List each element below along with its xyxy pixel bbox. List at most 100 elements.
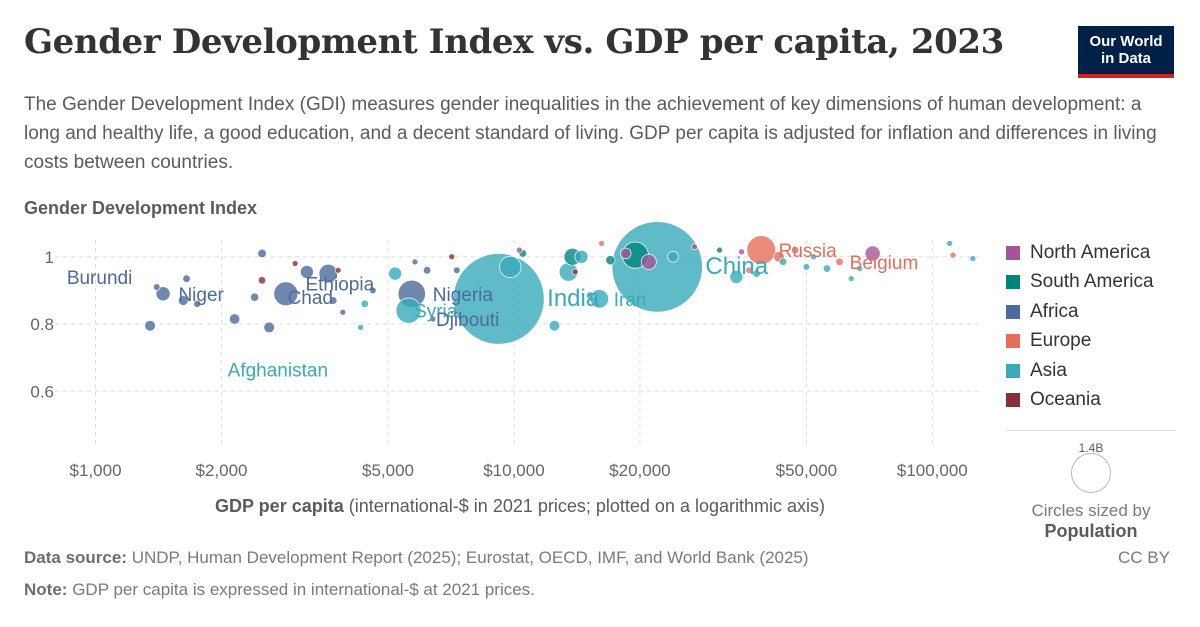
point-asia[interactable] bbox=[395, 297, 422, 324]
point-asia[interactable] bbox=[969, 255, 977, 262]
point-europe[interactable] bbox=[745, 266, 753, 274]
x-axis-title: GDP per capita (international-$ in 2021 … bbox=[0, 496, 1040, 517]
point-asia[interactable] bbox=[585, 291, 595, 300]
axis-ticks: 0.6 0.8 1 $1,000 $2,000 $5,000 $10,000 $20,000 $… bbox=[30, 248, 967, 480]
point-africa[interactable] bbox=[177, 295, 189, 306]
point-asia[interactable] bbox=[453, 253, 545, 345]
point-africa[interactable] bbox=[182, 274, 191, 283]
point-north-america[interactable] bbox=[640, 253, 657, 270]
license[interactable]: CC BY bbox=[1118, 548, 1170, 567]
point-asia[interactable] bbox=[667, 251, 679, 263]
point-africa[interactable] bbox=[299, 265, 314, 279]
point-africa[interactable] bbox=[329, 296, 338, 305]
point-europe[interactable] bbox=[790, 245, 800, 255]
point-africa[interactable] bbox=[369, 286, 377, 295]
point-africa[interactable] bbox=[263, 321, 275, 334]
point-africa[interactable] bbox=[411, 258, 419, 266]
legend-item-north-america[interactable]: North America bbox=[1006, 238, 1154, 268]
point-north-america[interactable] bbox=[515, 246, 523, 254]
y-tick-label: 1 bbox=[45, 248, 54, 267]
x-tick-label: $20,000 bbox=[609, 461, 670, 480]
point-africa[interactable] bbox=[339, 308, 347, 316]
legend-item-europe[interactable]: Europe bbox=[1006, 327, 1154, 357]
point-south-america[interactable] bbox=[605, 255, 616, 266]
point-asia[interactable] bbox=[810, 253, 817, 261]
point-asia[interactable] bbox=[779, 257, 788, 266]
point-oceania[interactable] bbox=[448, 253, 456, 261]
point-africa[interactable] bbox=[144, 319, 156, 332]
point-north-america[interactable] bbox=[738, 248, 745, 256]
label-india[interactable]: India bbox=[547, 285, 600, 312]
point-north-america[interactable] bbox=[620, 247, 632, 260]
point-africa[interactable] bbox=[318, 263, 338, 284]
label-burundi[interactable]: Burundi bbox=[67, 268, 132, 289]
label-belgium[interactable]: Belgium bbox=[850, 253, 919, 274]
point-africa[interactable] bbox=[422, 266, 432, 275]
point-asia[interactable] bbox=[357, 324, 364, 331]
point-asia[interactable] bbox=[729, 270, 744, 284]
point-oceania[interactable] bbox=[257, 276, 267, 285]
point-asia[interactable] bbox=[802, 263, 811, 271]
label-ethiopia[interactable]: Ethiopia bbox=[305, 275, 374, 296]
point-asia[interactable] bbox=[548, 319, 561, 332]
data-source-label: Data source: bbox=[24, 548, 127, 567]
logo-line-1: Our World bbox=[1089, 33, 1163, 50]
point-europe[interactable] bbox=[835, 257, 844, 266]
label-syria[interactable]: Syria bbox=[414, 302, 458, 323]
point-africa[interactable] bbox=[152, 283, 161, 291]
point-europe[interactable] bbox=[746, 235, 776, 265]
point-asia[interactable] bbox=[822, 264, 832, 273]
size-legend-variable: Population bbox=[1044, 521, 1138, 541]
point-asia[interactable] bbox=[388, 266, 403, 281]
legend-item-oceania[interactable]: Oceania bbox=[1006, 386, 1154, 416]
point-asia[interactable] bbox=[574, 249, 589, 264]
label-afghanistan[interactable]: Afghanistan bbox=[228, 360, 328, 381]
point-asia[interactable] bbox=[946, 240, 953, 247]
point-africa[interactable] bbox=[257, 248, 267, 259]
legend-label: North America bbox=[1030, 241, 1151, 263]
label-nigeria[interactable]: Nigeria bbox=[433, 285, 494, 306]
point-asia[interactable] bbox=[752, 269, 761, 278]
point-oceania[interactable] bbox=[571, 268, 579, 276]
point-asia[interactable] bbox=[856, 265, 863, 272]
legend-label: South America bbox=[1030, 271, 1154, 293]
label-chad[interactable]: Chad bbox=[288, 288, 333, 309]
point-europe[interactable] bbox=[598, 240, 605, 247]
point-oceania[interactable] bbox=[291, 260, 299, 267]
data-points bbox=[144, 221, 977, 345]
legend-item-asia[interactable]: Asia bbox=[1006, 356, 1154, 386]
owid-logo[interactable]: Our World in Data bbox=[1078, 26, 1174, 78]
legend-item-africa[interactable]: Africa bbox=[1006, 297, 1154, 327]
label-china[interactable]: China bbox=[705, 253, 768, 280]
legend-label: Europe bbox=[1030, 330, 1092, 352]
point-africa[interactable] bbox=[273, 281, 299, 307]
point-africa[interactable] bbox=[229, 313, 241, 325]
label-russia[interactable]: Russia bbox=[779, 241, 838, 262]
point-north-america[interactable] bbox=[864, 245, 881, 262]
point-oceania[interactable] bbox=[334, 266, 342, 274]
point-asia[interactable] bbox=[499, 255, 522, 278]
data-source-text[interactable]: UNDP, Human Development Report (2025); E… bbox=[131, 548, 809, 567]
y-axis-title: Gender Development Index bbox=[24, 198, 258, 218]
region-legend[interactable]: North America South America Africa Europe As… bbox=[1006, 238, 1154, 415]
point-africa[interactable] bbox=[193, 299, 202, 308]
label-djibouti[interactable]: Djibouti bbox=[436, 310, 499, 331]
point-asia[interactable] bbox=[360, 299, 369, 309]
logo-line-2: in Data bbox=[1100, 50, 1151, 67]
point-africa[interactable] bbox=[429, 315, 437, 323]
size-legend-value: 1.4B bbox=[1078, 441, 1104, 455]
point-europe[interactable] bbox=[949, 251, 957, 259]
y-tick-label: 0.8 bbox=[30, 315, 54, 334]
point-south-america[interactable] bbox=[716, 246, 723, 254]
data-source: Data source: UNDP, Human Development Rep… bbox=[24, 548, 809, 568]
point-north-america[interactable] bbox=[691, 243, 698, 251]
point-africa[interactable] bbox=[453, 266, 461, 274]
point-africa[interactable] bbox=[250, 292, 260, 302]
label-niger[interactable]: Niger bbox=[178, 285, 224, 306]
label-iran[interactable]: Iran bbox=[614, 290, 647, 311]
legend-label: Africa bbox=[1030, 300, 1079, 322]
point-africa[interactable] bbox=[155, 286, 171, 302]
legend-item-south-america[interactable]: South America bbox=[1006, 268, 1154, 298]
point-asia[interactable] bbox=[847, 275, 855, 283]
